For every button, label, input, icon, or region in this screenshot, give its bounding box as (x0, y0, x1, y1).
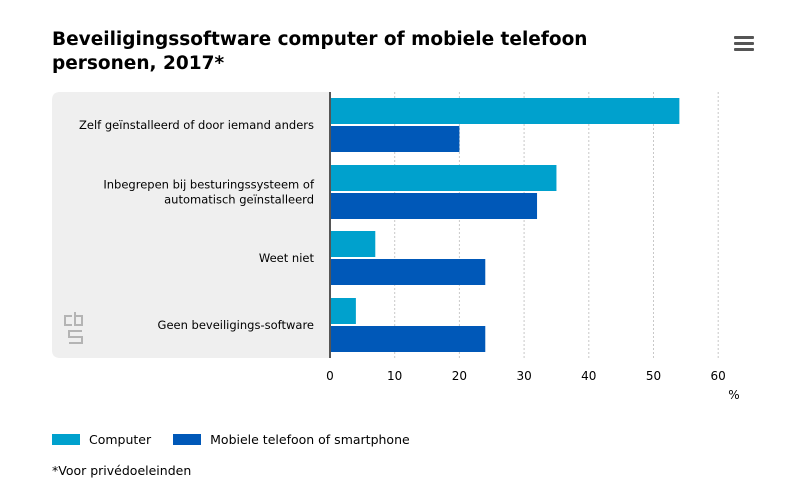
category-label: Zelf geïnstalleerd of door iemand anders (79, 118, 314, 132)
bar-computer (330, 298, 356, 324)
x-tick-label: 10 (387, 369, 402, 383)
legend-label-mobile: Mobiele telefoon of smartphone (210, 432, 410, 447)
category-label: automatisch geïnstalleerd (164, 193, 314, 207)
legend-swatch-mobile (173, 434, 202, 445)
bar-computer (330, 165, 557, 191)
x-tick-label: 30 (516, 369, 531, 383)
chart-title: Beveiligingssoftware computer of mobiele… (52, 29, 588, 74)
legend-item-mobile[interactable]: Mobiele telefoon of smartphone (173, 432, 410, 447)
footnote: *Voor privédoeleinden (52, 463, 192, 478)
bar-mobile (330, 193, 538, 219)
bar-mobile (330, 326, 486, 352)
bar-computer (330, 231, 376, 257)
bar-mobile (330, 126, 460, 152)
legend: Computer Mobiele telefoon of smartphone (52, 432, 432, 447)
bar-mobile (330, 259, 486, 285)
x-tick-label: 20 (452, 369, 467, 383)
legend-label-computer: Computer (89, 432, 152, 447)
category-label: Geen beveiligings-software (158, 318, 314, 332)
legend-item-computer[interactable]: Computer (52, 432, 151, 447)
legend-swatch-computer (52, 434, 80, 445)
category-label: Weet niet (259, 251, 315, 265)
hamburger-menu-icon[interactable] (732, 34, 756, 54)
bar-chart: 0 10 20 30 40 50 60% Zelf geïnstalleerd of door… (52, 92, 740, 402)
x-tick-label: 40 (581, 369, 596, 383)
cbs-logo-icon (64, 312, 83, 344)
x-tick-label: 50 (646, 369, 661, 383)
category-label: Inbegrepen bij besturingssysteem of (103, 178, 315, 192)
bar-computer (330, 98, 680, 124)
x-unit-label: % (728, 388, 739, 402)
category-panel (52, 92, 330, 358)
x-tick-label: 60 (711, 369, 726, 383)
x-tick-label: 0 (326, 369, 334, 383)
